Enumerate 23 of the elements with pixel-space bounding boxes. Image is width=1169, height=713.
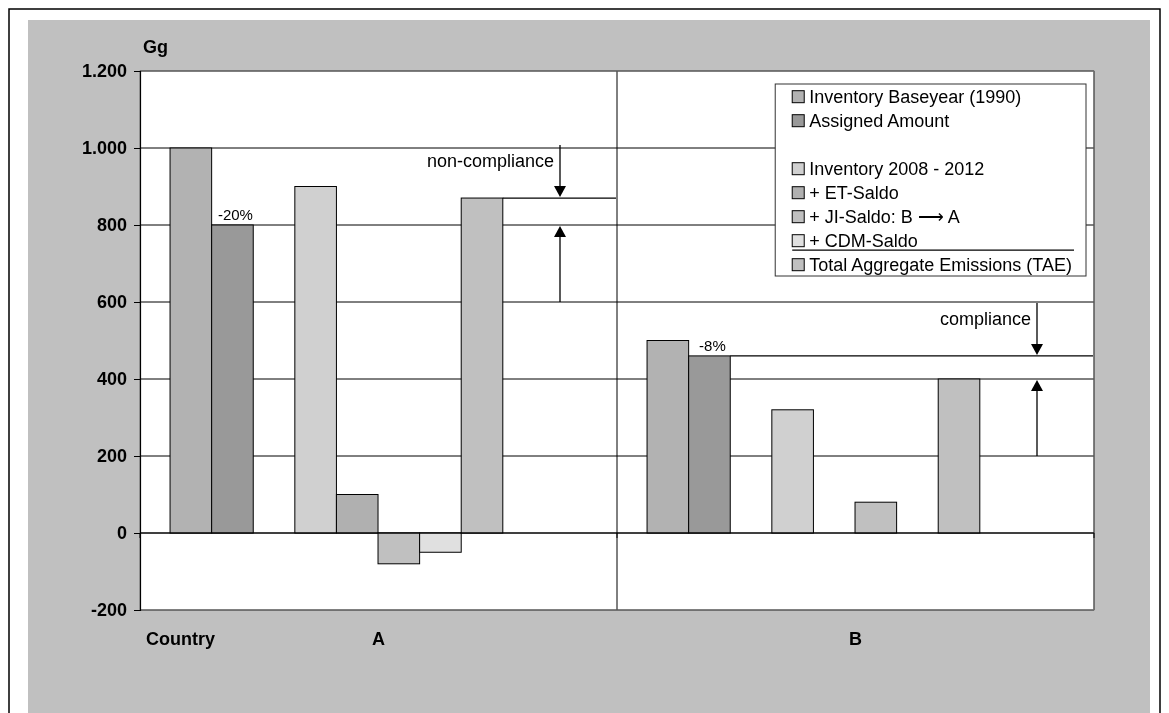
y-tick-label: 1.200 bbox=[81, 61, 127, 82]
legend-label: Total Aggregate Emissions (TAE) bbox=[809, 255, 1072, 275]
annotation: non-compliance bbox=[426, 151, 554, 172]
annotation: -8% bbox=[699, 336, 726, 354]
y-tick-label: 0 bbox=[116, 523, 127, 544]
x-tick-label: A bbox=[372, 629, 385, 649]
y-axis-title: Gg bbox=[143, 37, 168, 57]
annotation: -20% bbox=[217, 206, 253, 223]
y-tick-label: -200 bbox=[90, 600, 127, 621]
y-tick-label: 1.000 bbox=[81, 138, 127, 159]
y-tick-label: 200 bbox=[96, 446, 127, 467]
y-tick-label: 600 bbox=[96, 292, 127, 313]
x-axis-title: Country bbox=[146, 629, 215, 649]
legend-label: Inventory 2008 - 2012 bbox=[809, 159, 985, 179]
x-tick-label: B bbox=[849, 629, 862, 649]
legend-label: + JI-Saldo: B ⟶ A bbox=[809, 207, 960, 227]
y-tick-label: 400 bbox=[96, 369, 127, 390]
legend-label: + ET-Saldo bbox=[809, 183, 899, 203]
legend-label: Assigned Amount bbox=[809, 111, 950, 131]
annotation: compliance bbox=[939, 308, 1031, 329]
legend-label: Inventory Baseyear (1990) bbox=[809, 87, 1022, 107]
y-tick-label: 800 bbox=[96, 215, 127, 236]
legend-label: + CDM-Saldo bbox=[809, 231, 918, 251]
